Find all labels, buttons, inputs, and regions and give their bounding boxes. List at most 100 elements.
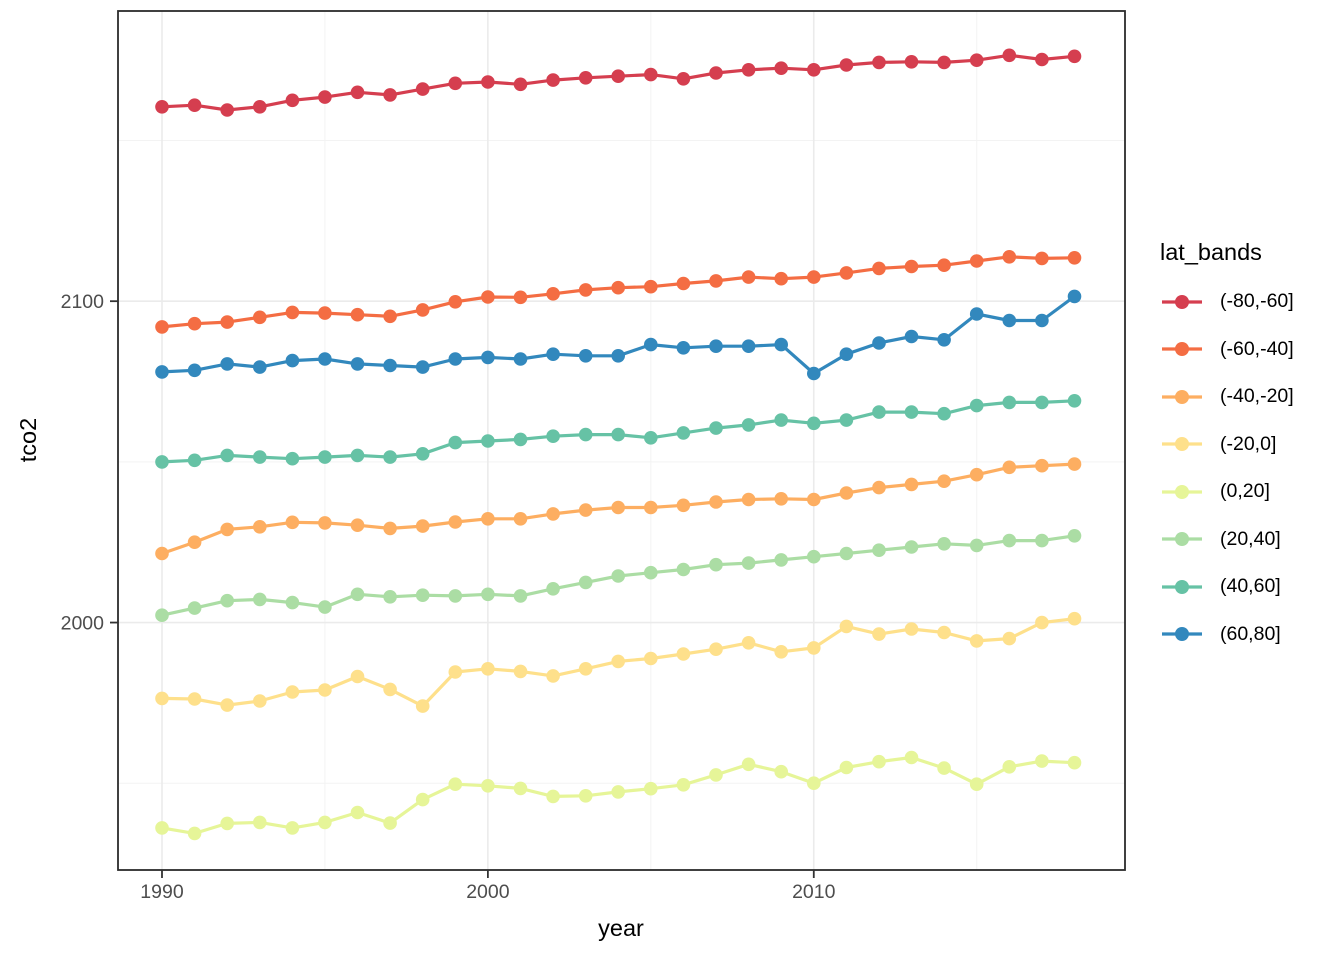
data-point	[285, 451, 300, 466]
x-tick-label: 2010	[792, 881, 836, 903]
data-point	[969, 467, 984, 482]
data-point	[513, 664, 528, 679]
data-point	[709, 66, 723, 80]
data-point	[448, 589, 463, 603]
data-point	[578, 71, 593, 85]
data-point	[644, 337, 658, 352]
data-point	[1002, 48, 1017, 63]
data-point	[709, 339, 723, 354]
data-point	[1002, 631, 1017, 646]
data-point	[872, 543, 886, 557]
data-point	[513, 290, 528, 305]
legend-item: (-20,0]	[1160, 421, 1340, 469]
data-point	[807, 270, 821, 284]
data-point	[741, 757, 756, 772]
data-point	[709, 274, 723, 288]
data-point	[872, 627, 886, 641]
data-point	[937, 537, 951, 551]
data-point	[937, 258, 951, 273]
data-point	[383, 816, 397, 830]
data-point	[415, 519, 430, 533]
y-tick-label: 2100	[61, 291, 105, 313]
data-point	[318, 815, 332, 830]
data-point	[1035, 754, 1049, 768]
legend: lat_bands (-80,-60] (-60,-40] (-40,-20] (-2…	[1160, 238, 1340, 658]
data-point	[448, 515, 463, 529]
data-point	[155, 608, 169, 622]
data-point	[969, 634, 984, 648]
data-point	[481, 587, 495, 602]
data-point	[383, 682, 397, 697]
data-point	[904, 329, 919, 344]
data-point	[872, 261, 886, 276]
data-point	[383, 88, 397, 102]
data-point	[513, 352, 528, 366]
data-point	[676, 647, 691, 661]
data-point	[187, 601, 202, 615]
x-axis-title: year	[598, 915, 644, 941]
data-point	[709, 495, 723, 509]
data-point	[807, 776, 821, 790]
data-point	[741, 339, 756, 354]
data-point	[155, 100, 169, 114]
data-point	[839, 546, 854, 561]
data-point	[285, 595, 300, 610]
data-point	[383, 450, 397, 464]
data-point	[611, 785, 625, 799]
data-point	[546, 507, 560, 521]
data-point	[937, 761, 951, 775]
data-point	[350, 518, 365, 532]
data-point	[741, 556, 756, 570]
data-point	[644, 500, 658, 515]
data-point	[1002, 460, 1017, 475]
data-point	[220, 448, 234, 463]
data-point	[611, 427, 625, 442]
data-point	[415, 447, 430, 461]
data-point	[807, 416, 821, 431]
data-point	[383, 309, 397, 324]
data-point	[513, 512, 528, 526]
y-tick-label: 2000	[61, 613, 105, 635]
legend-item-label: (40,60]	[1220, 575, 1281, 598]
data-point	[318, 683, 332, 697]
data-point	[285, 515, 300, 530]
data-point	[546, 429, 560, 444]
data-point	[611, 654, 625, 669]
data-point	[578, 789, 593, 803]
legend-key-icon	[1162, 389, 1202, 404]
legend-item: (20,40]	[1160, 516, 1340, 564]
data-point	[318, 516, 332, 530]
data-point	[969, 777, 984, 791]
data-point	[481, 662, 495, 676]
data-point	[1002, 395, 1017, 410]
data-point	[187, 535, 202, 549]
legend-key-icon	[1162, 294, 1202, 309]
data-point	[1035, 533, 1049, 548]
data-point	[318, 600, 332, 614]
legend-key-icon	[1162, 342, 1202, 357]
data-point	[1002, 533, 1017, 548]
data-point	[709, 557, 723, 572]
data-point	[546, 347, 560, 362]
plot-panel: 1990 2000 2010 2000 2100	[61, 10, 1126, 903]
data-point	[1067, 394, 1082, 408]
data-point	[252, 360, 267, 374]
data-point	[1067, 611, 1082, 626]
data-point	[676, 778, 691, 792]
data-point	[285, 353, 300, 368]
data-point	[839, 58, 854, 72]
data-point	[546, 582, 560, 596]
data-point	[807, 366, 821, 381]
legend-item: (60,80]	[1160, 611, 1340, 659]
data-point	[774, 553, 788, 567]
data-point	[220, 103, 234, 117]
data-point	[904, 55, 919, 69]
data-point	[220, 593, 234, 608]
data-point	[513, 781, 528, 796]
data-point	[383, 358, 397, 373]
data-point	[741, 418, 756, 432]
data-point	[448, 76, 463, 91]
data-point	[872, 754, 886, 769]
